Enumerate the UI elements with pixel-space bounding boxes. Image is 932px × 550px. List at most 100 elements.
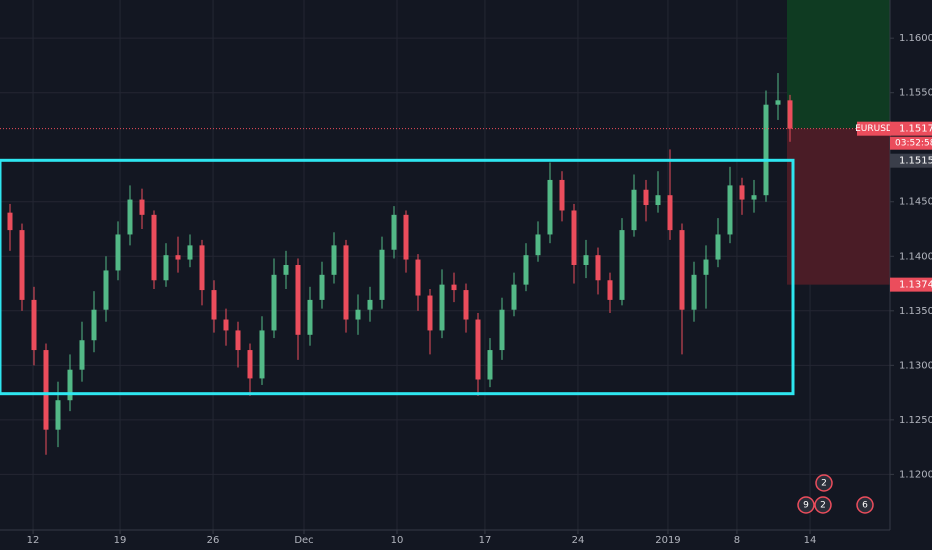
candle-body xyxy=(559,179,565,211)
candle-body xyxy=(223,319,229,331)
x-tick-label: Dec xyxy=(294,535,313,546)
event-count: 2 xyxy=(821,479,827,489)
candle-body xyxy=(655,195,661,206)
y-tick-label: 1.1300 xyxy=(899,360,932,371)
x-tick-label: 26 xyxy=(207,535,220,546)
candle-body xyxy=(787,100,793,129)
event-marker[interactable] xyxy=(797,496,815,514)
candle-body xyxy=(295,265,301,335)
y-tick-label: 1.1550 xyxy=(899,88,932,99)
candle-body xyxy=(775,100,781,105)
event-count: 9 xyxy=(803,501,809,511)
candle-body xyxy=(355,309,361,320)
candle-body xyxy=(79,340,85,370)
last-price-label-bg xyxy=(890,121,932,136)
candle-body xyxy=(187,245,193,260)
candle-body xyxy=(19,230,25,300)
event-marker[interactable] xyxy=(815,474,833,492)
y-tick-label: 1.1600 xyxy=(899,33,932,44)
candle-body xyxy=(103,270,109,310)
candle-body xyxy=(415,259,421,296)
candle-body xyxy=(739,185,745,200)
candle-body xyxy=(583,255,589,265)
event-count: 6 xyxy=(862,501,868,511)
candle-body xyxy=(67,369,73,401)
candle-body xyxy=(307,299,313,335)
candle-body xyxy=(139,199,145,215)
candle-body xyxy=(247,350,253,379)
candle-body xyxy=(427,295,433,331)
candle-body xyxy=(391,214,397,250)
candle-body xyxy=(235,330,241,351)
y-tick-label: 1.1450 xyxy=(899,197,932,208)
candle-body xyxy=(715,234,721,260)
countdown-label: 03:52:58 xyxy=(895,139,932,149)
candle-body xyxy=(163,255,169,281)
candle-body xyxy=(115,234,121,271)
line-price-label-bg xyxy=(890,153,932,168)
candle-body xyxy=(499,309,505,351)
candle-body xyxy=(595,255,601,281)
candle-body xyxy=(727,185,733,235)
y-tick-label: 1.1200 xyxy=(899,469,932,480)
x-tick-label: 17 xyxy=(479,535,492,546)
candle-body xyxy=(439,284,445,331)
candle-body xyxy=(127,199,133,235)
candle-body xyxy=(751,195,757,200)
candle-body xyxy=(403,214,409,260)
last-price-label: 1.1517 xyxy=(899,124,932,135)
line-price-label: 1.1515 xyxy=(899,156,932,167)
candle-body xyxy=(199,245,205,291)
candle-body xyxy=(763,104,769,196)
y-tick-label: 1.1250 xyxy=(899,415,932,426)
countdown-bg xyxy=(890,136,932,150)
y-tick-label: 1.1400 xyxy=(899,251,932,262)
candle-body xyxy=(343,245,349,320)
candle-body xyxy=(643,189,649,206)
candle-body xyxy=(679,230,685,310)
candle-body xyxy=(607,280,613,300)
symbol-label: EURUSD xyxy=(855,124,893,134)
x-tick-label: 2019 xyxy=(655,535,680,546)
candle-body xyxy=(631,189,637,231)
candle-body xyxy=(331,245,337,275)
candle-body xyxy=(451,284,457,291)
candle-body xyxy=(703,259,709,275)
loss-zone xyxy=(787,128,890,285)
candle-body xyxy=(667,195,673,231)
x-tick-label: 19 xyxy=(114,535,127,546)
candle-body xyxy=(475,319,481,380)
candle-body xyxy=(7,212,13,231)
candle-body xyxy=(91,309,97,341)
symbol-label-bg xyxy=(857,121,891,136)
x-tick-label: 24 xyxy=(572,535,585,546)
stop-price-label: 1.1374 xyxy=(899,280,932,291)
y-tick-label: 1.1350 xyxy=(899,306,932,317)
candle-body xyxy=(151,214,157,281)
candle-body xyxy=(379,249,385,300)
range-rectangle xyxy=(0,158,795,396)
candle-body xyxy=(463,290,469,320)
candle-body xyxy=(55,400,61,430)
candle-body xyxy=(211,290,217,320)
event-count: 2 xyxy=(820,501,826,511)
candle-body xyxy=(283,265,289,275)
x-tick-label: 14 xyxy=(804,535,817,546)
candle-body xyxy=(571,210,577,265)
x-tick-label: 12 xyxy=(27,535,40,546)
candle-body xyxy=(175,255,181,260)
x-tick-label: 10 xyxy=(391,535,404,546)
stop-price-label-bg xyxy=(890,277,932,292)
event-marker[interactable] xyxy=(814,496,832,514)
candle-body xyxy=(319,274,325,300)
event-marker[interactable] xyxy=(856,496,874,514)
candle-body xyxy=(367,299,373,310)
candle-body xyxy=(619,230,625,300)
x-tick-label: 8 xyxy=(734,535,740,546)
candle-body xyxy=(535,234,541,256)
candle-body xyxy=(691,274,697,310)
candle-body xyxy=(43,350,49,430)
candle-body xyxy=(259,330,265,379)
candle-body xyxy=(511,284,517,310)
